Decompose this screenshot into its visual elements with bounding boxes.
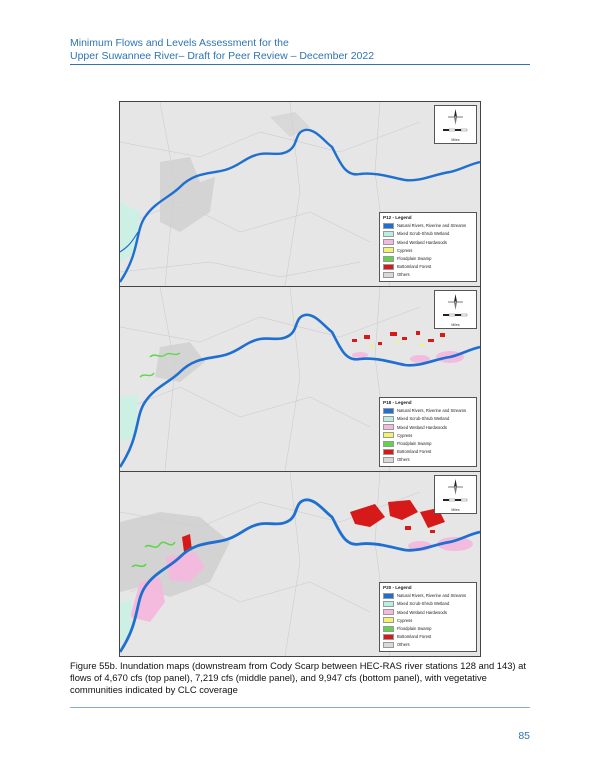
footer-rule xyxy=(70,707,530,708)
legend-item: Others xyxy=(383,271,473,279)
legend-label: Others xyxy=(397,642,410,648)
legend-label: Mixed Wetland Hardwoods xyxy=(397,424,447,430)
legend-item: Mixed Scrub-Shrub Wetland xyxy=(383,415,473,423)
legend-p20: P20 - Legend Natural Rivers, Riverine an… xyxy=(379,581,477,652)
legend-swatch xyxy=(383,230,394,237)
legend-title: P20 - Legend xyxy=(383,584,412,590)
legend-item: Cypress xyxy=(383,431,473,439)
legend-item: Mixed Wetland Hardwoods xyxy=(383,423,473,431)
legend-p12: P12 - Legend Natural Rivers, Riverine an… xyxy=(379,211,477,282)
legend-item: Bottomland Forest xyxy=(383,263,473,271)
legend-item: Natural Rivers, Riverine and Streams xyxy=(383,592,473,600)
legend-swatch xyxy=(383,247,394,254)
legend-label: Mixed Scrub-Shrub Wetland xyxy=(397,231,450,237)
legend-swatch xyxy=(383,625,394,632)
north-arrow-scale-box: Miles xyxy=(434,475,477,514)
legend-swatch xyxy=(383,432,394,439)
legend-swatch xyxy=(383,600,394,607)
legend-swatch xyxy=(383,407,394,414)
legend-item: Cypress xyxy=(383,246,473,254)
scale-unit-label: Miles xyxy=(451,138,460,142)
legend-item: Floodplain Swamp xyxy=(383,254,473,262)
legend-swatch xyxy=(383,415,394,422)
legend-p18: P18 - Legend Natural Rivers, Riverine an… xyxy=(379,396,477,467)
legend-swatch xyxy=(383,633,394,640)
legend-swatch xyxy=(383,440,394,447)
north-arrow-scale-box: Miles xyxy=(434,105,477,144)
legend-rows: Natural Rivers, Riverine and Streams Mixe… xyxy=(383,592,473,649)
legend-item: Floodplain Swamp xyxy=(383,624,473,632)
compass-icon xyxy=(443,479,468,502)
legend-swatch xyxy=(383,592,394,599)
legend-swatch xyxy=(383,263,394,270)
legend-item: Mixed Wetland Hardwoods xyxy=(383,608,473,616)
legend-title: P18 - Legend xyxy=(383,399,412,405)
legend-item: Natural Rivers, Riverine and Streams xyxy=(383,222,473,230)
legend-swatch xyxy=(383,609,394,616)
legend-item: Others xyxy=(383,456,473,464)
legend-swatch xyxy=(383,222,394,229)
legend-label: Natural Rivers, Riverine and Streams xyxy=(397,223,467,229)
legend-label: Floodplain Swamp xyxy=(397,441,432,447)
legend-item: Mixed Wetland Hardwoods xyxy=(383,238,473,246)
legend-label: Bottomland Forest xyxy=(397,449,432,455)
legend-swatch xyxy=(383,255,394,262)
scale-unit-label: Miles xyxy=(451,323,460,327)
legend-label: Floodplain Swamp xyxy=(397,626,432,632)
legend-label: Mixed Wetland Hardwoods xyxy=(397,239,447,245)
legend-label: Mixed Wetland Hardwoods xyxy=(397,609,447,615)
legend-item: Natural Rivers, Riverine and Streams xyxy=(383,407,473,415)
north-arrow-scale-box: Miles xyxy=(434,290,477,329)
legend-label: Natural Rivers, Riverine and Streams xyxy=(397,593,467,599)
legend-label: Cypress xyxy=(397,247,413,253)
legend-rows: Natural Rivers, Riverine and Streams Mixe… xyxy=(383,407,473,464)
legend-label: Bottomland Forest xyxy=(397,634,432,640)
map-panel-middle: Miles P18 - Legend Natural Rivers, River… xyxy=(120,287,480,472)
map-panel-top: Miles P12 - Legend Natural Rivers, River… xyxy=(120,102,480,287)
legend-swatch xyxy=(383,448,394,455)
inundation-map-middle xyxy=(120,287,480,471)
legend-label: Cypress xyxy=(397,432,413,438)
legend-label: Natural Rivers, Riverine and Streams xyxy=(397,408,467,414)
legend-swatch xyxy=(383,271,394,278)
header-line-1: Minimum Flows and Levels Assessment for … xyxy=(70,37,289,49)
legend-item: Others xyxy=(383,641,473,649)
legend-item: Floodplain Swamp xyxy=(383,439,473,447)
compass-icon xyxy=(443,109,468,132)
figure-caption: Figure 55b. Inundation maps (downstream … xyxy=(70,660,526,695)
map-panel-bottom: Miles P20 - Legend Natural Rivers, River… xyxy=(120,472,480,656)
legend-label: Others xyxy=(397,457,410,463)
legend-swatch xyxy=(383,424,394,431)
header-rule xyxy=(70,64,530,65)
inundation-map-top xyxy=(120,102,480,286)
scale-unit-label: Miles xyxy=(451,508,460,512)
legend-label: Floodplain Swamp xyxy=(397,256,432,262)
legend-item: Mixed Scrub-Shrub Wetland xyxy=(383,600,473,608)
legend-item: Mixed Scrub-Shrub Wetland xyxy=(383,230,473,238)
legend-swatch xyxy=(383,641,394,648)
running-header: Minimum Flows and Levels Assessment for … xyxy=(70,37,530,63)
legend-swatch xyxy=(383,239,394,246)
legend-rows: Natural Rivers, Riverine and Streams Mixe… xyxy=(383,222,473,279)
legend-item: Bottomland Forest xyxy=(383,448,473,456)
legend-swatch xyxy=(383,456,394,463)
inundation-figure: Miles P12 - Legend Natural Rivers, River… xyxy=(119,101,481,657)
legend-item: Bottomland Forest xyxy=(383,633,473,641)
legend-label: Mixed Scrub-Shrub Wetland xyxy=(397,601,450,607)
legend-label: Bottomland Forest xyxy=(397,264,432,270)
compass-icon xyxy=(443,294,468,317)
legend-label: Others xyxy=(397,272,410,278)
header-line-2: Upper Suwannee River– Draft for Peer Rev… xyxy=(70,50,375,62)
legend-swatch xyxy=(383,617,394,624)
legend-label: Cypress xyxy=(397,617,413,623)
legend-item: Cypress xyxy=(383,616,473,624)
page-number: 85 xyxy=(518,730,530,742)
legend-title: P12 - Legend xyxy=(383,214,412,220)
legend-label: Mixed Scrub-Shrub Wetland xyxy=(397,416,450,422)
